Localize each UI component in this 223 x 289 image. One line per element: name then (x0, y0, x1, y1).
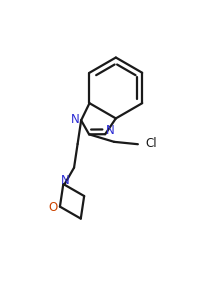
Text: N: N (61, 174, 70, 187)
Text: Cl: Cl (145, 137, 157, 150)
Text: O: O (49, 201, 58, 214)
Text: N: N (71, 113, 80, 126)
Text: N: N (106, 125, 115, 138)
